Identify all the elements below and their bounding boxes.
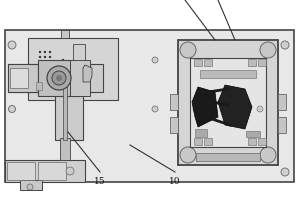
Circle shape <box>62 115 64 117</box>
Bar <box>196 153 260 161</box>
Polygon shape <box>192 87 218 127</box>
Circle shape <box>49 61 51 63</box>
Circle shape <box>52 71 66 85</box>
Bar <box>38 60 80 96</box>
Circle shape <box>47 66 71 90</box>
Circle shape <box>44 56 46 58</box>
Polygon shape <box>83 65 92 82</box>
Bar <box>5 30 294 182</box>
Circle shape <box>66 167 74 175</box>
Circle shape <box>62 67 64 69</box>
Circle shape <box>260 42 276 58</box>
Circle shape <box>62 131 64 133</box>
Circle shape <box>193 106 199 112</box>
Circle shape <box>44 61 46 63</box>
Circle shape <box>62 107 64 109</box>
Bar <box>278 94 286 110</box>
Bar <box>190 58 266 147</box>
Bar <box>63 70 67 140</box>
Circle shape <box>152 57 158 63</box>
Circle shape <box>180 42 196 58</box>
Circle shape <box>62 91 64 93</box>
Circle shape <box>49 51 51 53</box>
Circle shape <box>62 75 64 77</box>
Circle shape <box>62 59 64 61</box>
Circle shape <box>49 66 51 68</box>
Bar <box>10 68 28 88</box>
Bar <box>38 162 66 180</box>
Bar <box>20 180 42 190</box>
Circle shape <box>8 106 16 112</box>
Circle shape <box>8 77 16 84</box>
Circle shape <box>8 168 16 176</box>
Bar <box>73 44 85 60</box>
Text: 10: 10 <box>169 178 181 186</box>
Bar <box>28 38 118 100</box>
Bar <box>248 59 256 66</box>
Circle shape <box>180 147 196 163</box>
Circle shape <box>260 147 276 163</box>
Bar <box>200 70 256 78</box>
Bar <box>258 138 266 145</box>
Circle shape <box>49 56 51 58</box>
Bar <box>195 129 207 137</box>
Circle shape <box>39 61 41 63</box>
Bar <box>248 138 256 145</box>
Bar <box>7 162 35 180</box>
Bar <box>61 30 69 38</box>
Bar <box>8 64 103 92</box>
Circle shape <box>152 106 158 112</box>
Bar <box>36 82 42 90</box>
Circle shape <box>39 66 41 68</box>
Bar <box>246 131 260 137</box>
Circle shape <box>56 75 62 81</box>
Circle shape <box>257 106 263 112</box>
Polygon shape <box>218 85 252 129</box>
Bar <box>278 117 286 133</box>
Bar <box>194 59 202 66</box>
Circle shape <box>39 56 41 58</box>
Bar <box>60 138 70 160</box>
Bar <box>70 60 90 96</box>
Circle shape <box>44 66 46 68</box>
Circle shape <box>27 184 33 190</box>
Circle shape <box>62 123 64 125</box>
Bar <box>258 59 266 66</box>
Bar <box>170 94 178 110</box>
Bar <box>204 138 212 145</box>
Circle shape <box>39 51 41 53</box>
Circle shape <box>281 168 289 176</box>
Bar <box>178 40 278 165</box>
Bar <box>204 59 212 66</box>
Bar <box>194 138 202 145</box>
Bar <box>8 64 38 92</box>
Circle shape <box>8 41 16 49</box>
Circle shape <box>44 51 46 53</box>
Bar <box>55 70 83 140</box>
Circle shape <box>62 83 64 85</box>
Circle shape <box>281 41 289 49</box>
Bar <box>170 117 178 133</box>
Circle shape <box>62 99 64 101</box>
Bar <box>5 160 85 182</box>
Text: 15: 15 <box>94 178 106 186</box>
